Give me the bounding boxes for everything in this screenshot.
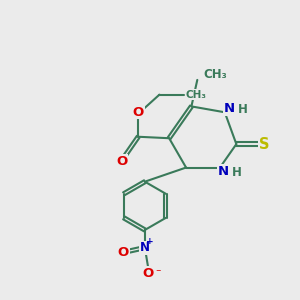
Text: O: O xyxy=(143,267,154,280)
Text: H: H xyxy=(238,103,248,116)
Text: N: N xyxy=(218,165,229,178)
Text: ⁻: ⁻ xyxy=(155,268,161,278)
Text: N: N xyxy=(140,241,150,254)
Text: S: S xyxy=(259,136,270,152)
Text: CH₃: CH₃ xyxy=(203,68,227,80)
Text: O: O xyxy=(118,246,129,259)
Text: H: H xyxy=(232,166,242,179)
Text: O: O xyxy=(133,106,144,119)
Text: CH₃: CH₃ xyxy=(186,90,207,100)
Text: O: O xyxy=(116,155,128,168)
Text: +: + xyxy=(146,237,154,246)
Text: N: N xyxy=(224,102,235,115)
